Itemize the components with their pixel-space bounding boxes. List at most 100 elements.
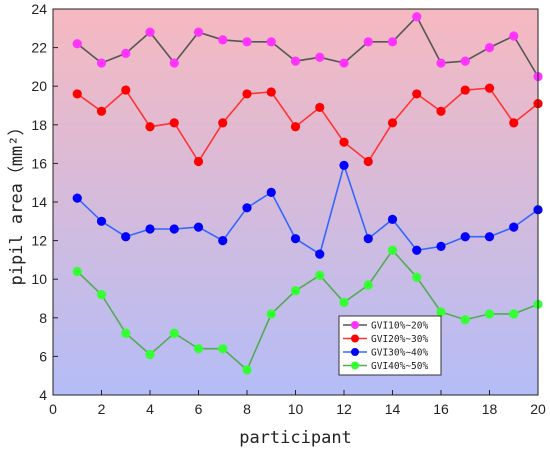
x-tick-label: 8 — [243, 401, 251, 417]
plot-area-background — [53, 9, 538, 395]
data-point — [121, 232, 131, 242]
data-point — [387, 245, 398, 255]
data-point — [193, 27, 204, 37]
data-point — [460, 315, 470, 325]
data-point — [169, 58, 179, 68]
legend-label: GVI20%~30% — [371, 334, 428, 345]
data-point — [266, 187, 276, 197]
data-point — [72, 193, 82, 203]
y-tick-label: 24 — [31, 1, 47, 17]
data-point — [169, 118, 179, 128]
y-tick-label: 16 — [31, 155, 47, 171]
x-tick-label: 2 — [98, 401, 106, 417]
data-point — [145, 27, 155, 37]
data-point — [218, 236, 228, 246]
data-point — [387, 37, 398, 47]
data-point — [72, 89, 82, 99]
legend-label: GVI30%~40% — [371, 348, 428, 359]
y-tick-label: 20 — [31, 78, 47, 94]
data-point — [509, 222, 519, 232]
data-point — [339, 297, 349, 307]
data-point — [266, 37, 276, 47]
data-point — [290, 234, 301, 244]
data-point — [242, 203, 252, 213]
data-point — [193, 344, 204, 354]
data-point — [96, 216, 107, 226]
data-point — [266, 87, 276, 97]
y-tick-label: 12 — [31, 233, 47, 249]
data-point — [363, 37, 373, 47]
x-tick-label: 14 — [385, 401, 401, 417]
data-point — [315, 102, 325, 113]
data-point — [121, 85, 131, 95]
legend-marker — [351, 321, 359, 329]
data-point — [509, 309, 519, 319]
x-tick-label: 0 — [49, 401, 57, 417]
series-4 — [72, 245, 543, 375]
data-point — [145, 122, 155, 132]
y-tick-label: 14 — [31, 194, 47, 210]
data-point — [218, 344, 228, 354]
x-tick-label: 16 — [433, 401, 449, 417]
data-point — [290, 122, 301, 132]
y-tick-label: 6 — [39, 348, 47, 364]
data-point — [96, 290, 107, 300]
y-tick-label: 18 — [31, 117, 47, 133]
legend-marker — [351, 361, 359, 370]
data-point — [218, 118, 228, 128]
data-point — [484, 43, 495, 53]
data-point — [339, 137, 349, 147]
data-point — [315, 270, 325, 280]
x-tick-label: 10 — [288, 401, 304, 417]
data-point — [96, 106, 107, 116]
data-point — [145, 349, 155, 360]
data-point — [242, 365, 252, 375]
data-point — [484, 232, 495, 242]
data-point — [145, 224, 155, 234]
data-point — [436, 307, 446, 317]
data-point — [387, 214, 398, 224]
y-axis: 4 6 8 10 12 14 16 18 20 22 24 — [31, 1, 58, 403]
data-point — [339, 160, 349, 170]
data-point — [290, 56, 301, 66]
data-point — [484, 309, 495, 319]
data-point — [169, 328, 179, 338]
x-tick-label: 12 — [336, 401, 352, 417]
y-tick-label: 22 — [31, 40, 47, 56]
legend-label: GVI10%~20% — [371, 321, 428, 332]
y-tick-label: 4 — [39, 387, 47, 403]
data-point — [460, 85, 470, 95]
series-1 — [72, 12, 543, 82]
data-point — [436, 106, 446, 116]
legend-marker — [351, 348, 359, 356]
data-point — [72, 266, 82, 277]
data-point — [266, 309, 276, 319]
data-point — [242, 89, 252, 99]
data-point — [339, 58, 349, 68]
data-point — [121, 328, 131, 338]
data-point — [218, 35, 228, 45]
y-tick-label: 8 — [39, 310, 47, 326]
data-point — [96, 58, 107, 68]
legend-marker — [351, 334, 359, 343]
data-point — [436, 58, 446, 68]
legend: GVI10%~20% GVI20%~30% GVI30%~40% GVI40%~50% — [338, 315, 442, 376]
x-tick-label: 18 — [482, 401, 498, 417]
data-point — [363, 280, 373, 290]
x-tick-label: 20 — [530, 401, 546, 417]
data-point — [121, 48, 131, 58]
data-point — [242, 37, 252, 47]
data-point — [509, 118, 519, 128]
data-point — [509, 31, 519, 41]
data-point — [363, 234, 373, 244]
data-point — [315, 52, 325, 62]
series-layer — [72, 12, 543, 375]
data-point — [315, 249, 325, 259]
data-point — [484, 83, 495, 93]
data-point — [412, 272, 422, 282]
x-tick-label: 4 — [146, 401, 154, 417]
data-point — [412, 12, 422, 22]
x-axis-title: participant — [239, 428, 352, 448]
data-point — [460, 232, 470, 242]
data-point — [72, 39, 82, 49]
